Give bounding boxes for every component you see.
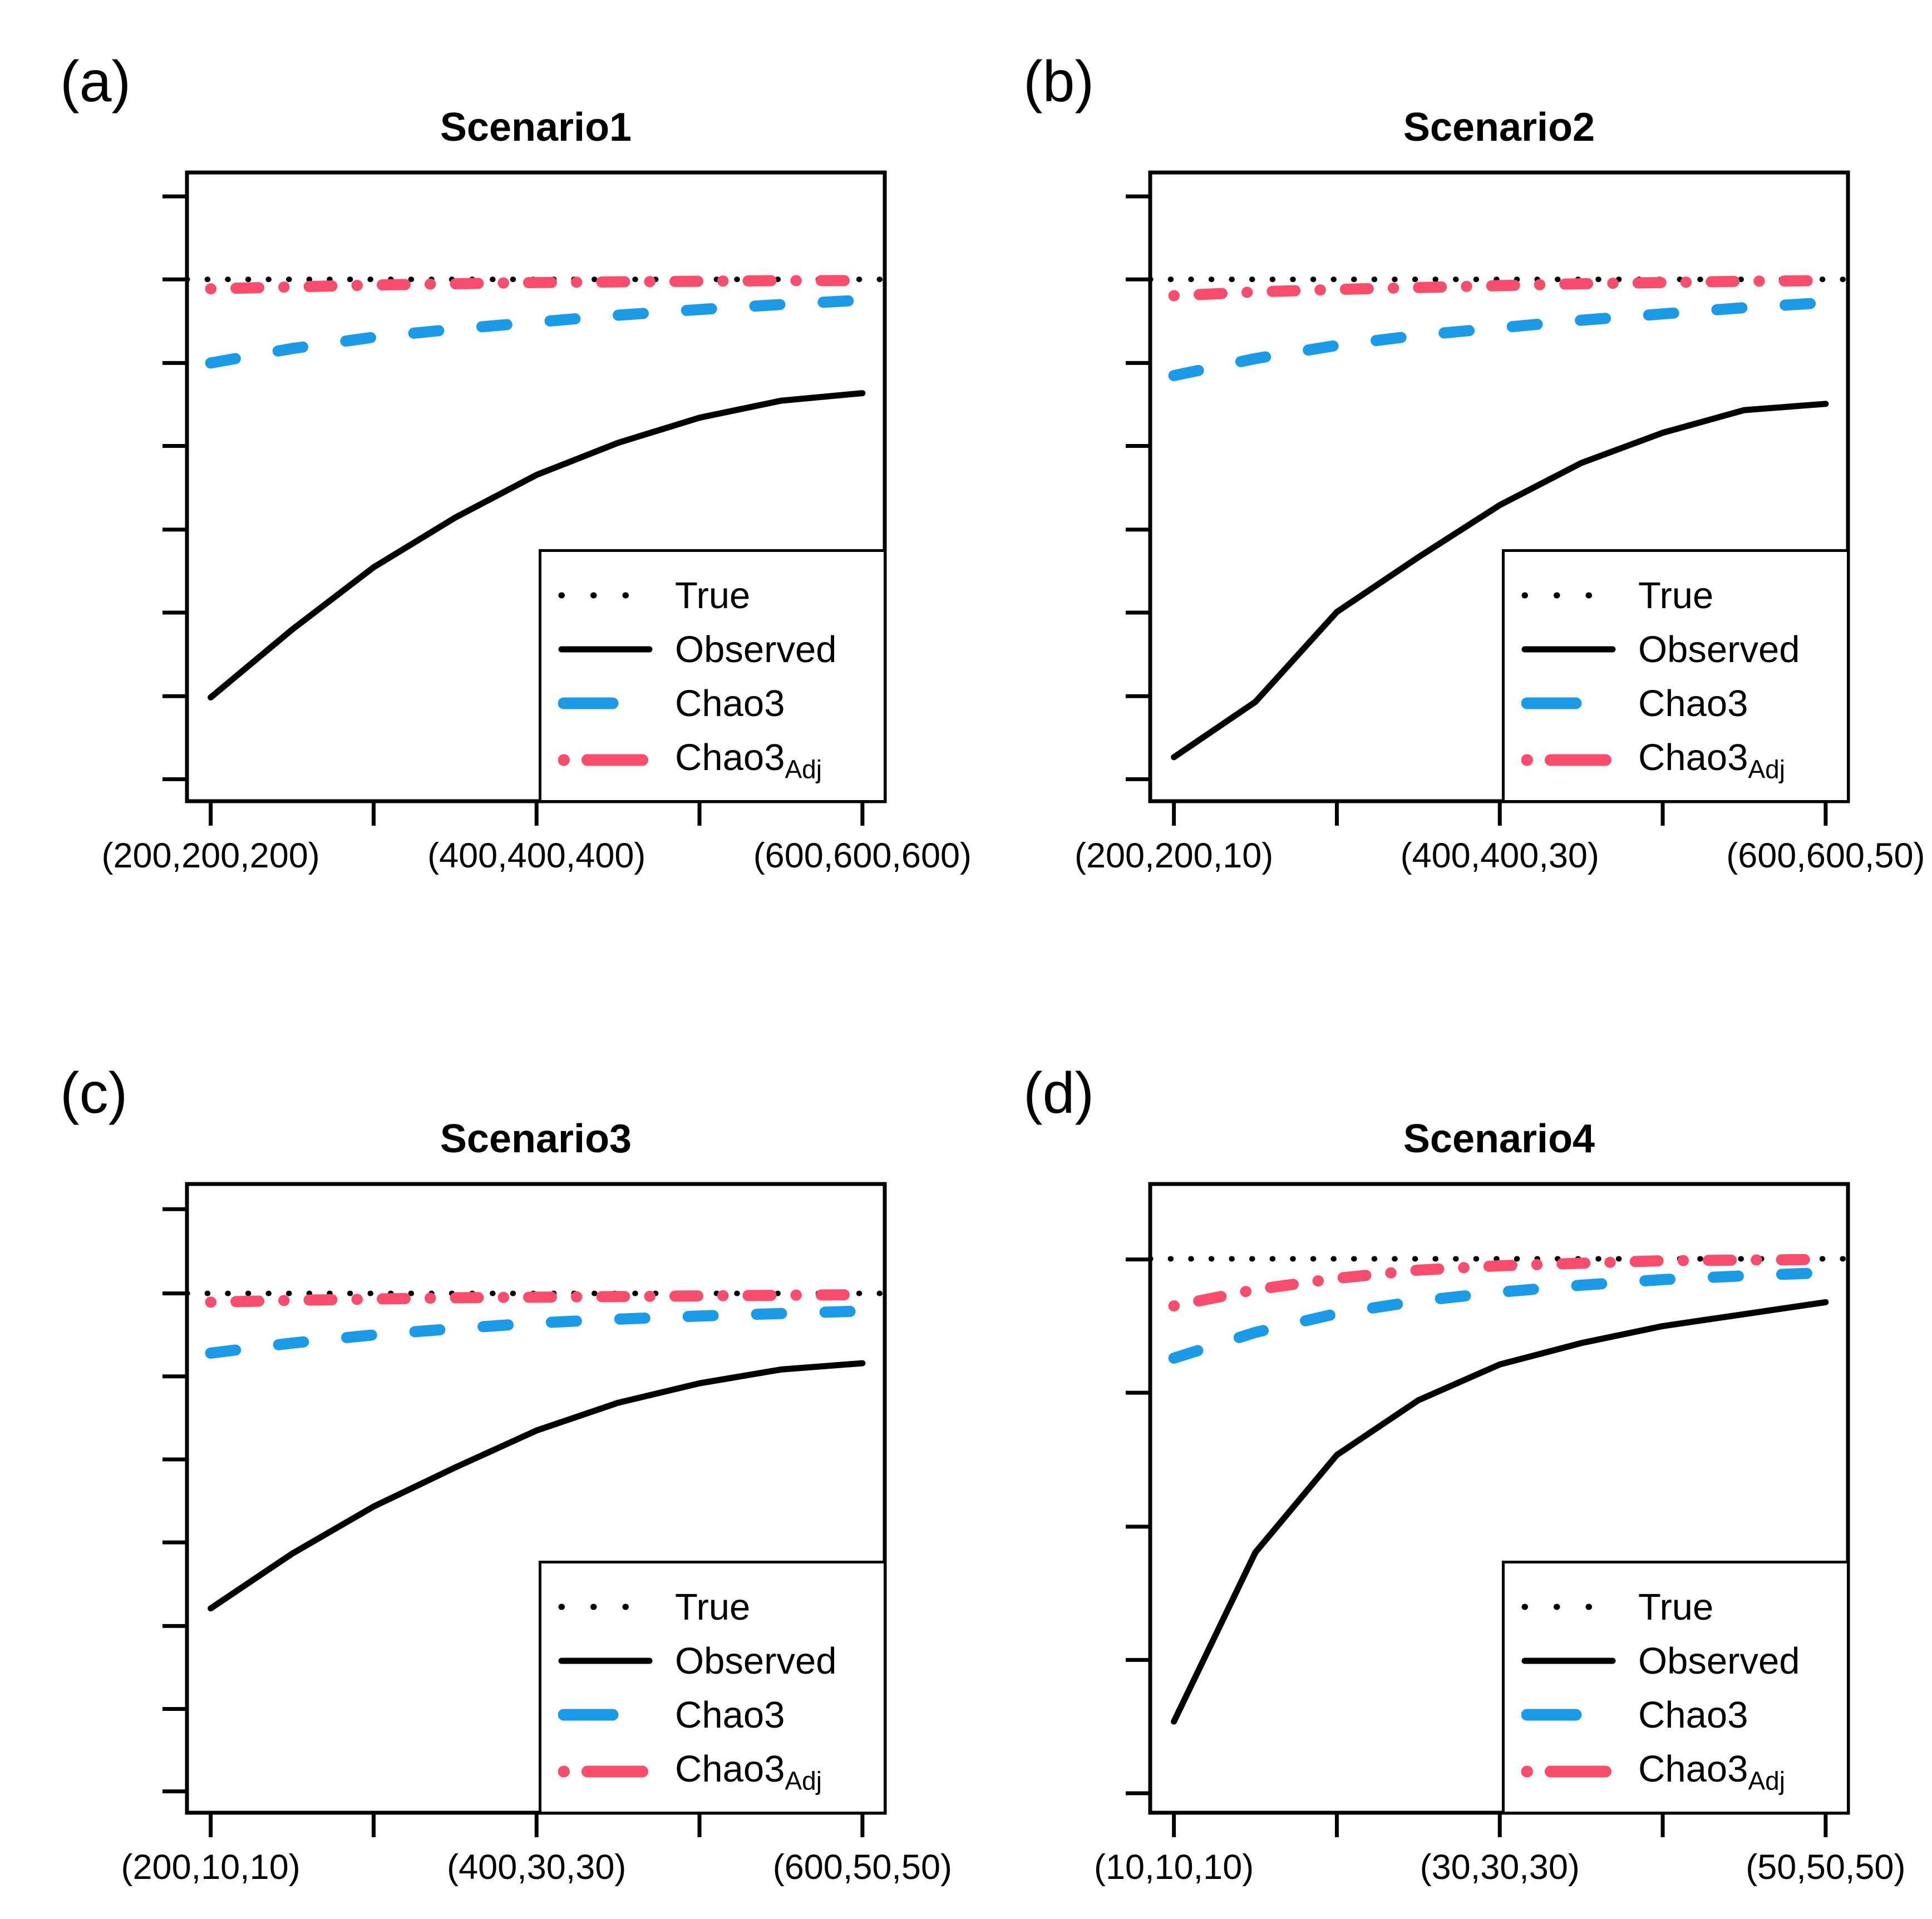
observed-line-sample-icon bbox=[1521, 646, 1616, 653]
panel-title: Scenario1 bbox=[440, 105, 632, 150]
legend-label: Chao3 bbox=[675, 1694, 785, 1736]
legend-box: True Observed Chao3 Chao3Adj bbox=[1502, 1560, 1850, 1814]
chao3-line bbox=[205, 294, 868, 369]
panel-letter: (b) bbox=[1023, 50, 1095, 114]
legend-item-observed: Observed bbox=[1521, 1642, 1841, 1680]
legend-item-true: True bbox=[558, 577, 878, 614]
x-tick-label: (400,30,30) bbox=[447, 1848, 627, 1887]
legend-label-subscript: Adj bbox=[1748, 754, 1785, 784]
x-tick-label: (50,50,50) bbox=[1746, 1848, 1906, 1887]
legend-label: Observed bbox=[1638, 1640, 1800, 1682]
legend-label: True bbox=[675, 1586, 751, 1628]
legend-label: Chao3Adj bbox=[675, 1748, 822, 1795]
true-line-sample-icon bbox=[1521, 592, 1616, 599]
observed-line-sample-icon bbox=[558, 1657, 653, 1664]
panel-letter: (d) bbox=[1023, 1061, 1095, 1126]
x-tick-label: (10,10,10) bbox=[1094, 1848, 1254, 1887]
legend-item-chao3: Chao3 bbox=[558, 1696, 878, 1734]
legend-label: Observed bbox=[1638, 628, 1800, 670]
chao3-line-sample-icon bbox=[1521, 697, 1582, 709]
legend-item-chao3: Chao3 bbox=[558, 685, 878, 722]
legend-label: Chao3Adj bbox=[1638, 1748, 1785, 1795]
panel-title: Scenario4 bbox=[1403, 1117, 1595, 1161]
legend-label: Chao3Adj bbox=[675, 736, 822, 784]
panel-scenario4: (d) Scenario4 (10,10,10) (30,30,30) (50,… bbox=[1023, 1061, 1905, 1887]
chao3-line bbox=[1168, 297, 1831, 381]
x-tick-label: (400,400,400) bbox=[427, 836, 646, 875]
observed-line-sample-icon bbox=[558, 646, 653, 653]
panel-letter: (c) bbox=[60, 1061, 128, 1126]
chao3-adj-line bbox=[205, 1289, 868, 1308]
true-line-sample-icon bbox=[558, 592, 653, 599]
x-tick-label: (30,30,30) bbox=[1420, 1848, 1580, 1887]
panel-scenario2: (b) Scenario2 (200,200,10) (400,400,30) … bbox=[1023, 50, 1925, 875]
plot-area bbox=[162, 170, 888, 826]
legend-item-observed: Observed bbox=[558, 631, 878, 668]
chao3-line-sample-icon bbox=[1521, 1709, 1582, 1721]
x-tick-label: (200,200,10) bbox=[1074, 836, 1274, 875]
legend-label: Chao3Adj bbox=[1638, 736, 1785, 784]
legend-item-observed: Observed bbox=[1521, 631, 1841, 668]
observed-line-sample-icon bbox=[1521, 1657, 1616, 1664]
observed-line bbox=[1171, 1299, 1829, 1725]
panel-title: Scenario3 bbox=[440, 1117, 632, 1161]
observed-line bbox=[1171, 401, 1829, 761]
chao3-adj-line-sample-icon bbox=[558, 1765, 649, 1778]
chao3-adj-line-sample-icon bbox=[558, 754, 649, 766]
panel-title: Scenario2 bbox=[1403, 105, 1595, 150]
legend-label-subscript: Adj bbox=[785, 1766, 822, 1795]
chao3-adj-line bbox=[1168, 1254, 1831, 1312]
legend-label: Chao3 bbox=[675, 682, 785, 724]
legend-item-observed: Observed bbox=[558, 1642, 878, 1680]
x-tick-label: (400,400,30) bbox=[1400, 836, 1599, 875]
legend-label: True bbox=[1638, 574, 1714, 616]
chao3-line-sample-icon bbox=[558, 1709, 619, 1721]
chao3-line bbox=[1168, 1267, 1831, 1364]
chao3-adj-line-sample-icon bbox=[1521, 754, 1612, 766]
legend-item-chao3-adj: Chao3Adj bbox=[558, 1750, 878, 1793]
legend-label: Observed bbox=[675, 1640, 837, 1682]
x-tick-label: (600,600,50) bbox=[1726, 836, 1925, 875]
chao3-line bbox=[205, 1305, 868, 1359]
plot-area bbox=[162, 1182, 888, 1837]
legend-item-chao3: Chao3 bbox=[1521, 1696, 1841, 1734]
panel-letter: (a) bbox=[60, 50, 131, 114]
legend-item-chao3-adj: Chao3Adj bbox=[1521, 739, 1841, 782]
legend-label: Chao3 bbox=[1638, 682, 1748, 724]
legend-box: True Observed Chao3 Chao3Adj bbox=[539, 549, 886, 803]
legend-item-true: True bbox=[1521, 1589, 1841, 1626]
panel-scenario3: (c) Scenario3 (200,10,10) (400,30,30) (6… bbox=[60, 1061, 952, 1887]
true-line-sample-icon bbox=[558, 1604, 653, 1610]
legend-label: Observed bbox=[675, 628, 837, 670]
plot-area bbox=[1126, 1182, 1851, 1837]
panel-scenario1: (a) Scenario1 (200,200,200) (400,400,400… bbox=[60, 50, 972, 875]
observed-line bbox=[208, 1360, 866, 1612]
chao3-adj-line-sample-icon bbox=[1521, 1765, 1612, 1778]
legend-item-chao3-adj: Chao3Adj bbox=[1521, 1750, 1841, 1793]
legend-label: Chao3 bbox=[1638, 1694, 1748, 1736]
legend-label-subscript: Adj bbox=[785, 754, 822, 784]
legend-item-chao3: Chao3 bbox=[1521, 685, 1841, 722]
x-tick-label: (600,600,600) bbox=[753, 836, 972, 875]
plot-area bbox=[1126, 170, 1851, 826]
legend-box: True Observed Chao3 Chao3Adj bbox=[1502, 549, 1850, 803]
true-line-sample-icon bbox=[1521, 1604, 1616, 1610]
chao3-line-sample-icon bbox=[558, 697, 619, 709]
observed-line bbox=[208, 390, 866, 700]
legend-item-true: True bbox=[1521, 577, 1841, 614]
legend-label-subscript: Adj bbox=[1748, 1766, 1785, 1795]
chao3-adj-line bbox=[205, 275, 868, 295]
x-tick-label: (200,10,10) bbox=[121, 1848, 300, 1887]
legend-item-true: True bbox=[558, 1589, 878, 1626]
x-tick-label: (600,50,50) bbox=[772, 1848, 952, 1887]
legend-label: True bbox=[1638, 1586, 1714, 1628]
legend-label: True bbox=[675, 574, 751, 616]
chao3-adj-line bbox=[1168, 275, 1831, 302]
legend-box: True Observed Chao3 Chao3Adj bbox=[539, 1560, 886, 1814]
legend-item-chao3-adj: Chao3Adj bbox=[558, 739, 878, 782]
x-tick-label: (200,200,200) bbox=[101, 836, 320, 875]
